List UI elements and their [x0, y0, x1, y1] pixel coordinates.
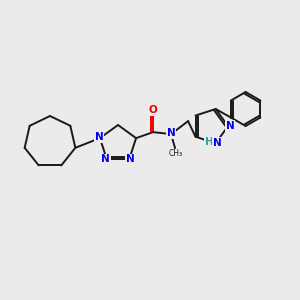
Text: N: N [167, 128, 176, 138]
Text: N: N [226, 121, 234, 131]
Text: N: N [94, 132, 103, 142]
Text: CH₃: CH₃ [169, 148, 183, 158]
Text: H: H [205, 137, 214, 147]
Text: O: O [149, 105, 158, 115]
Text: N: N [213, 138, 222, 148]
Text: N: N [126, 154, 134, 164]
Text: N: N [101, 154, 110, 164]
